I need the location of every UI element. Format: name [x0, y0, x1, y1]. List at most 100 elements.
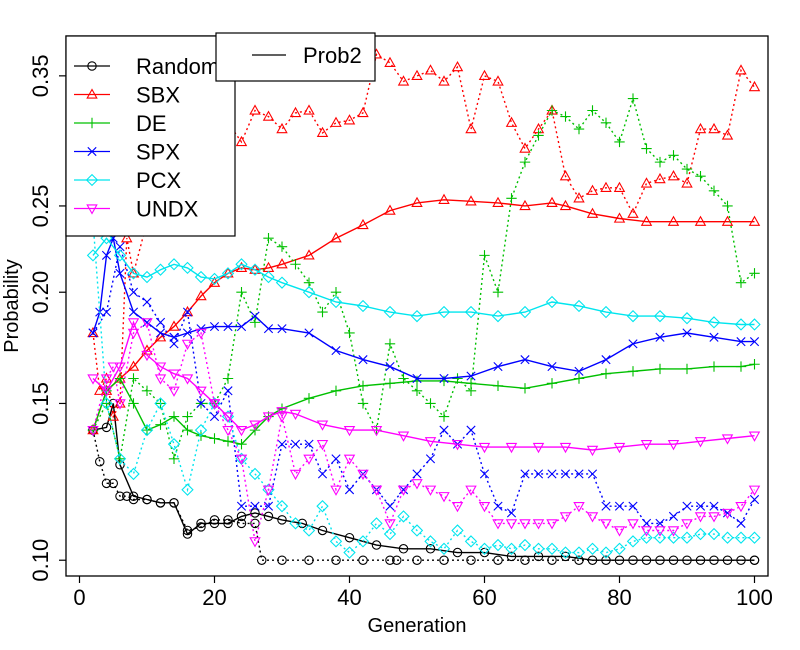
series-sbx-dotted-point — [478, 69, 491, 81]
series-de-dotted-point — [735, 277, 747, 288]
series-undx-dotted-point — [492, 519, 504, 530]
series-random-solid-point — [317, 525, 328, 536]
series-spx-solid-point — [223, 321, 233, 332]
series-de-dotted-point — [222, 373, 234, 384]
series-sbx-dotted-point — [465, 122, 477, 134]
series-random-dotted-point — [709, 555, 719, 565]
series-undx-dotted-point — [87, 425, 99, 437]
series-random-solid-point — [277, 515, 287, 525]
series-pcx-solid-point — [140, 270, 154, 284]
series-spx-dotted-point — [614, 501, 625, 511]
series-pcx-dotted-point — [464, 535, 478, 548]
series-random-dotted-point — [256, 555, 267, 565]
series-undx-dotted-point — [613, 526, 626, 537]
series-undx-dotted-point — [127, 328, 140, 340]
series-spx-solid-point — [628, 339, 638, 349]
series-spx-dotted-line — [92, 246, 756, 525]
series-de-dotted-point — [263, 232, 274, 244]
series-pcx-dotted-point — [478, 542, 491, 555]
series-spx-dotted-point — [695, 501, 706, 511]
series-random-dotted-point — [574, 555, 584, 565]
series-pcx-dotted-point — [491, 538, 505, 552]
series-pcx-solid-point — [572, 299, 586, 313]
legend-item-de: DE — [74, 111, 167, 136]
series-undx-dotted-point — [546, 519, 558, 530]
series-de-dotted-point — [627, 93, 639, 104]
series-spx-solid-point — [385, 362, 395, 372]
series-de-dotted-point — [101, 398, 112, 409]
series-sbx-dotted-point — [451, 60, 464, 72]
series-undx-dotted-point — [465, 485, 477, 496]
legend-label: PCX — [136, 168, 182, 193]
series-undx-solid-point — [249, 420, 261, 431]
series-random-solid-point — [587, 555, 598, 565]
series-spx-solid-point — [412, 373, 422, 384]
series-undx-dotted-point — [505, 519, 518, 530]
series-de-dotted-point — [587, 105, 598, 116]
series-spx-dotted-point — [655, 518, 665, 528]
series-random-solid-point — [506, 551, 517, 562]
series-pcx-solid-point — [194, 270, 208, 284]
series-spx-solid-point — [655, 332, 665, 342]
series-random-dotted-point — [182, 525, 193, 536]
series-pcx-dotted-point — [532, 542, 545, 555]
series-spx-dotted-point — [560, 469, 571, 479]
series-undx-solid-point — [451, 440, 464, 451]
series-de-dotted-point — [344, 327, 355, 339]
series-spx-dotted-point — [128, 287, 139, 297]
series-sbx-dotted-point — [667, 170, 680, 181]
series-spx-solid-point — [142, 317, 152, 327]
series-undx-solid-point — [262, 412, 275, 423]
series-undx-solid-point — [748, 431, 761, 442]
series-sbx-dotted-point — [330, 116, 342, 127]
series-spx-dotted-point — [317, 469, 328, 479]
series-de-solid-point — [209, 433, 220, 444]
series-undx-dotted-point — [141, 318, 153, 329]
series-random-solid-point — [250, 508, 260, 518]
series-de-solid-point — [654, 363, 666, 375]
series-pcx-solid-point — [262, 270, 275, 284]
series-undx-dotted-point — [370, 485, 383, 496]
series-random-solid-point — [155, 498, 166, 508]
series-undx-dotted-point — [721, 508, 734, 520]
series-undx-dotted-point — [438, 492, 450, 503]
series-spx-solid-point — [263, 324, 274, 334]
series-pcx-dotted-point — [653, 531, 667, 544]
series-spx-dotted-point — [169, 339, 179, 349]
series-pcx-dotted-point — [640, 531, 653, 544]
series-spx-solid-point — [547, 362, 557, 372]
series-random-solid-point — [641, 555, 652, 565]
series-random-solid-point — [101, 422, 112, 433]
y-axis-title: Probability — [1, 259, 23, 352]
series-pcx-dotted-point — [559, 546, 572, 559]
series-sbx-dotted-point — [424, 64, 437, 75]
series-sbx-solid-point — [465, 195, 477, 206]
series-spx-solid-point — [155, 328, 166, 338]
series-de-solid-point — [438, 375, 450, 387]
series-undx-dotted-point — [249, 537, 261, 548]
series-de-dotted-point — [114, 453, 126, 464]
series-random-dotted-line — [92, 429, 755, 561]
series-sbx-dotted-point — [316, 126, 329, 138]
series-sbx-dotted-point — [107, 410, 119, 421]
series-spx-dotted-point — [668, 511, 679, 521]
y-tick-label: 0.15 — [28, 382, 53, 425]
series-undx-dotted-point — [411, 479, 423, 490]
series-spx-dotted-point — [209, 411, 220, 422]
series-de-solid-point — [546, 378, 558, 389]
series-undx-dotted-point — [586, 512, 599, 523]
series-pcx-dotted-line — [92, 221, 755, 554]
series-spx-dotted-point — [749, 494, 760, 505]
series-de-dotted-point — [425, 398, 436, 409]
series-sbx-dotted-point — [613, 181, 626, 192]
series-de-solid-point — [236, 438, 247, 450]
series-sbx-solid-point — [519, 199, 531, 211]
series-random-dotted-point — [101, 478, 112, 489]
series-undx-solid-point — [721, 434, 734, 445]
series-undx-dotted-point — [276, 412, 288, 423]
series-de-solid-point — [600, 368, 612, 379]
series-spx-solid-point — [88, 328, 98, 338]
series-undx-solid-point — [127, 318, 140, 329]
series-pcx-solid-point — [235, 258, 248, 271]
series-undx-solid-point — [114, 362, 126, 373]
